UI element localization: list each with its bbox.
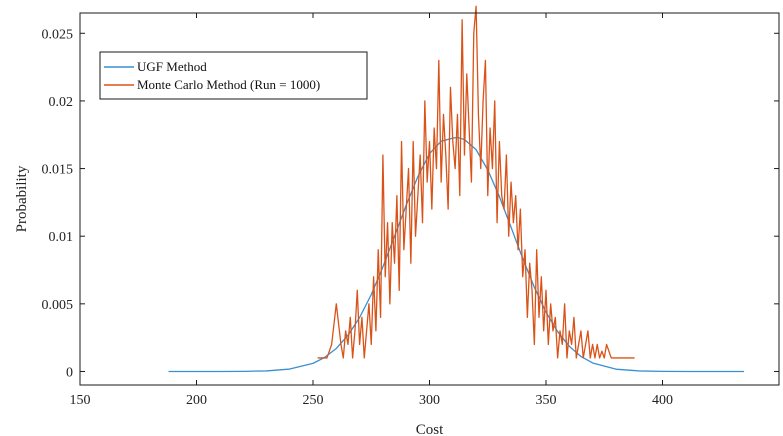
series-line-1 — [168, 136, 745, 373]
x-tick-label: 150 — [70, 393, 91, 408]
legend-entry-2: Monte Carlo Method (Run = 1000) — [137, 77, 320, 92]
y-tick-label: 0.015 — [42, 163, 74, 178]
y-axis-label: Probability — [14, 165, 30, 232]
y-tick-label: 0.005 — [42, 298, 74, 313]
x-tick-label: 400 — [652, 393, 673, 408]
legend-box — [99, 51, 368, 100]
y-tick-label: 0.01 — [49, 230, 74, 245]
y-tick-label: 0.025 — [42, 27, 74, 42]
axes-layer: 150 200 250 300 350 400 0 0.005 0.01 0.015 0.02 0.0… — [42, 12, 780, 408]
x-tick-label: 200 — [186, 393, 207, 408]
series-line-2 — [317, 5, 635, 359]
x-tick-label: 250 — [303, 393, 324, 408]
legend-entry-1: UGF Method — [137, 59, 207, 74]
y-tick-label: 0 — [66, 365, 73, 380]
x-tick-label: 350 — [536, 393, 557, 408]
x-axis-label: Cost — [416, 422, 444, 436]
series-layer — [168, 5, 745, 373]
legend: UGF Method Monte Carlo Method (Run = 1000… — [99, 51, 368, 100]
y-tick-label: 0.02 — [49, 95, 74, 110]
x-tick-label: 300 — [419, 393, 440, 408]
